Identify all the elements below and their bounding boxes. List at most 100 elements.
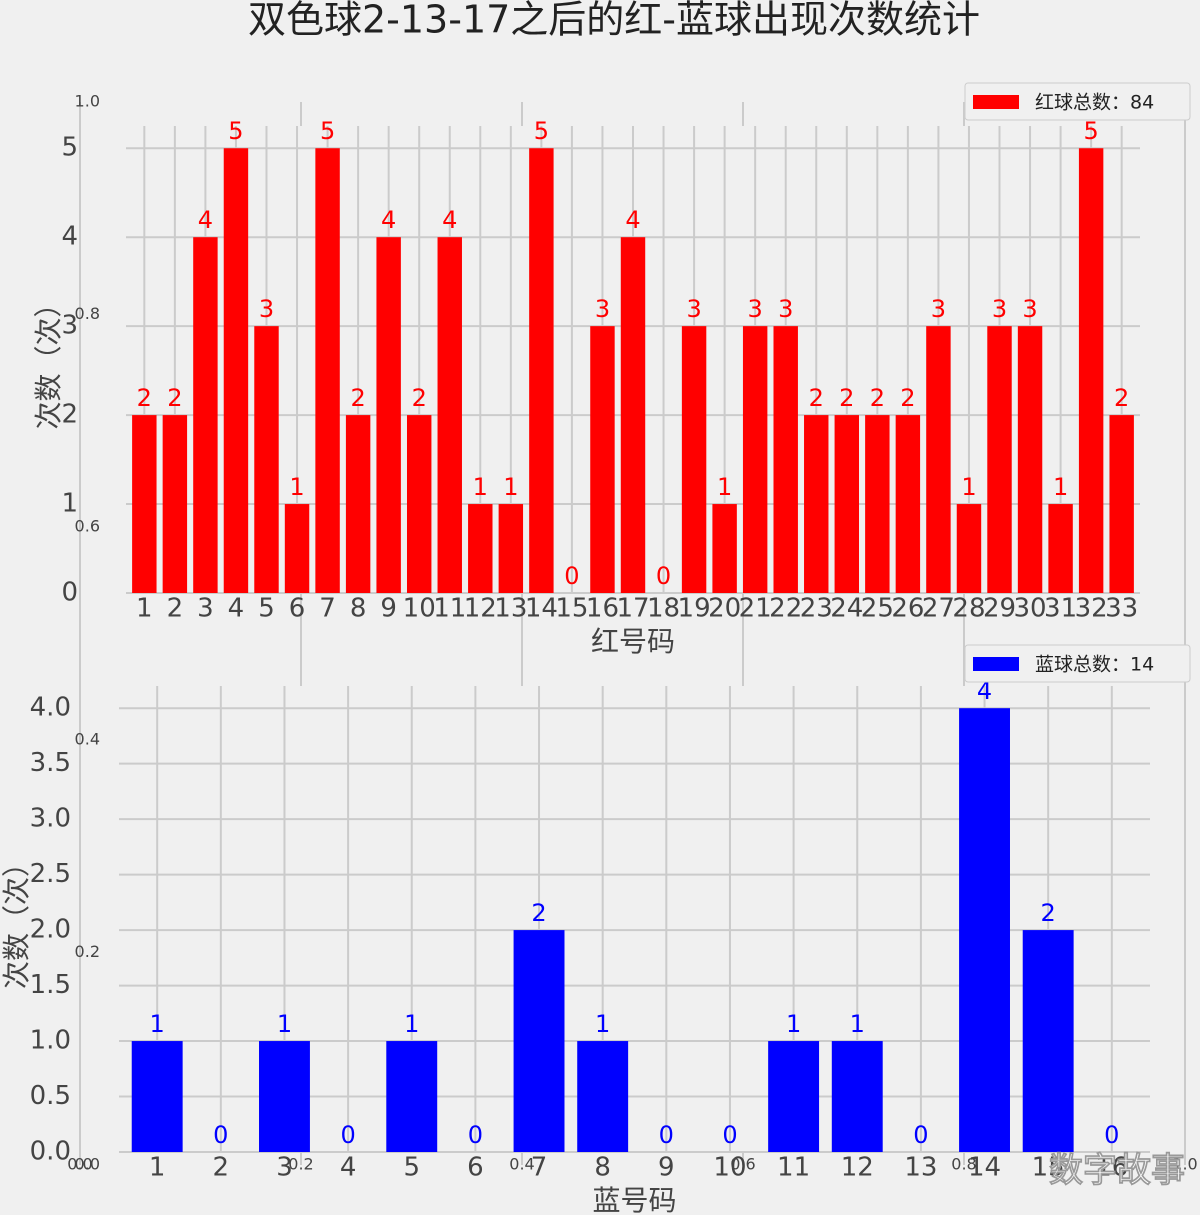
value-label: 4 <box>198 206 213 234</box>
bar <box>895 415 921 593</box>
bar <box>590 326 615 593</box>
x-tick-label: 16 <box>586 594 619 624</box>
y-tick-label: 2.5 <box>30 859 71 889</box>
bar <box>1078 148 1104 593</box>
x-tick-label: 26 <box>891 594 924 624</box>
x-tick-label: 1 <box>149 1153 166 1183</box>
value-label: 2 <box>167 384 182 412</box>
x-tick-label: 4 <box>228 594 245 624</box>
legend-box <box>964 644 1191 683</box>
x-tick-label: 16 <box>1095 1153 1128 1183</box>
x-tick-label: 9 <box>658 1153 675 1183</box>
ghost-x-tick-label: 0.4 <box>509 1155 534 1174</box>
x-tick-label: 4 <box>340 1153 357 1183</box>
y-tick-label: 5 <box>61 133 78 163</box>
y-tick-label: 1.0 <box>30 1026 71 1056</box>
x-tick-label: 7 <box>531 1153 548 1183</box>
value-label: 0 <box>722 1121 737 1149</box>
y-tick-label: 2.0 <box>30 915 71 945</box>
value-label: 1 <box>786 1010 801 1038</box>
bar <box>529 148 554 593</box>
x-tick-label: 12 <box>464 594 497 624</box>
bar <box>284 504 310 593</box>
x-tick-label: 2 <box>167 594 184 624</box>
value-label: 3 <box>1022 295 1037 323</box>
value-label: 0 <box>913 1121 928 1149</box>
bar <box>1022 930 1074 1152</box>
legend-label: 红球总数：84 <box>1035 92 1154 114</box>
x-tick-label: 19 <box>678 594 711 624</box>
value-label: 1 <box>404 1010 419 1038</box>
value-label: 3 <box>931 295 946 323</box>
legend-swatch <box>973 95 1019 109</box>
x-tick-label: 6 <box>467 1153 484 1183</box>
value-label: 1 <box>150 1010 165 1038</box>
y-tick-label: 0.5 <box>30 1081 71 1111</box>
y-tick-label: 0 <box>61 578 78 608</box>
ghost-y-tick-label: 0.0 <box>75 1155 100 1174</box>
bar <box>376 237 401 593</box>
x-tick-label: 14 <box>525 594 558 624</box>
ghost-x-tick-label: 0.6 <box>730 1155 755 1174</box>
bar <box>131 1041 183 1152</box>
y-tick-label: 4.0 <box>30 693 71 723</box>
bar <box>315 148 340 593</box>
y-tick-label: 3.0 <box>30 804 71 834</box>
x-tick-label: 23 <box>800 594 833 624</box>
x-tick-label: 15 <box>1032 1153 1065 1183</box>
bar <box>865 415 890 593</box>
bar <box>468 504 493 593</box>
value-label: 1 <box>850 1010 865 1038</box>
x-tick-label: 2 <box>213 1153 230 1183</box>
bar <box>742 326 768 593</box>
x-tick-label: 13 <box>904 1153 937 1183</box>
x-tick-label: 5 <box>403 1153 420 1183</box>
value-label: 3 <box>259 295 274 323</box>
value-label: 1 <box>717 473 732 501</box>
value-label: 2 <box>137 384 152 412</box>
x-tick-label: 9 <box>380 594 397 624</box>
chart-title: 双色球2-13-17之后的红-蓝球出现次数统计 <box>248 0 980 42</box>
value-label: 2 <box>839 384 854 412</box>
x-tick-label: 3 <box>197 594 214 624</box>
bar <box>681 326 707 593</box>
value-label: 1 <box>595 1010 610 1038</box>
ghost-x-tick-label: 0.8 <box>951 1155 976 1174</box>
bar <box>259 1041 310 1152</box>
y-tick-label: 2 <box>61 400 78 430</box>
value-label: 4 <box>442 206 457 234</box>
value-label: 1 <box>503 473 518 501</box>
legend-label: 蓝球总数：14 <box>1035 654 1154 676</box>
value-label: 0 <box>213 1121 228 1149</box>
bar <box>804 415 829 593</box>
value-label: 3 <box>992 295 1007 323</box>
y-tick-label: 3 <box>61 311 78 341</box>
ghost-y-tick-label: 0.6 <box>75 517 100 536</box>
value-label: 2 <box>350 384 365 412</box>
x-tick-label: 6 <box>289 594 306 624</box>
bar <box>987 326 1012 593</box>
value-label: 1 <box>1053 473 1068 501</box>
value-label: 2 <box>1114 384 1129 412</box>
x-axis-label: 蓝号码 <box>592 1184 676 1215</box>
value-label: 3 <box>748 295 763 323</box>
y-axis-label: 次数（次） <box>32 289 65 429</box>
x-tick-label: 27 <box>922 594 955 624</box>
bar <box>773 326 798 593</box>
value-label: 5 <box>534 117 549 145</box>
y-tick-label: 3.5 <box>30 748 71 778</box>
bar <box>223 148 249 593</box>
value-label: 2 <box>412 384 427 412</box>
value-label: 4 <box>625 206 640 234</box>
bar <box>956 504 982 593</box>
value-label: 3 <box>595 295 610 323</box>
x-tick-label: 17 <box>616 594 649 624</box>
value-label: 5 <box>1083 117 1098 145</box>
y-axis-label: 次数（次） <box>0 849 33 989</box>
x-tick-label: 13 <box>494 594 527 624</box>
value-label: 4 <box>977 677 992 705</box>
value-label: 1 <box>473 473 488 501</box>
x-tick-label: 18 <box>647 594 680 624</box>
x-tick-label: 29 <box>983 594 1016 624</box>
